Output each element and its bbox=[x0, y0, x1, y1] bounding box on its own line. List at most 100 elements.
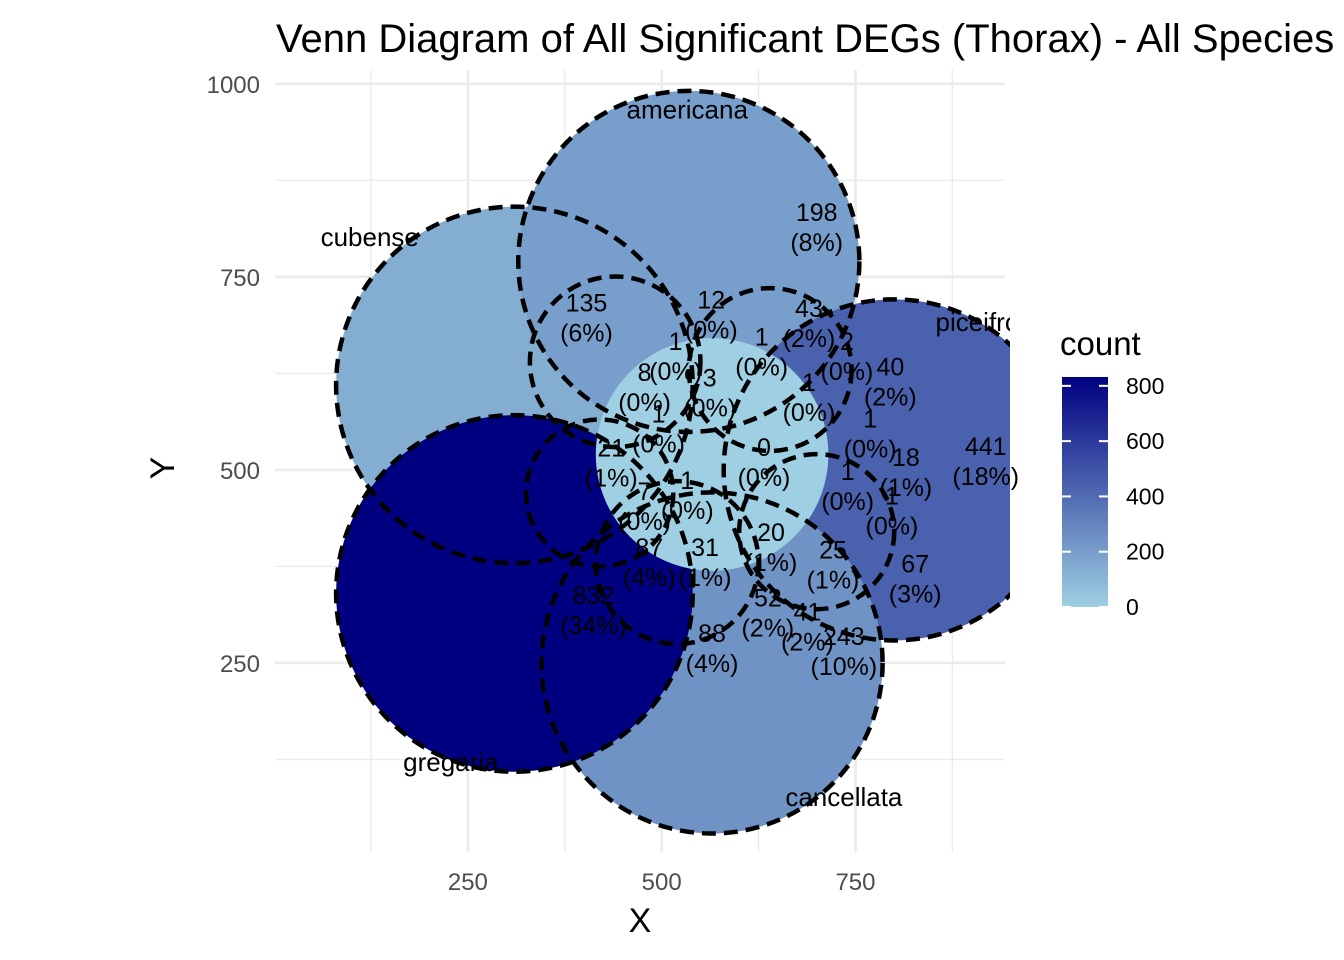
region-count: 1 bbox=[652, 401, 666, 429]
set-label-cancellata: cancellata bbox=[785, 782, 903, 812]
venn-outlines bbox=[333, 88, 1010, 836]
region-count: 12 bbox=[697, 286, 725, 314]
legend-tick-label: 800 bbox=[1126, 373, 1164, 399]
region-percent: (0%) bbox=[735, 353, 788, 381]
set-labels: cubense americana piceifrons cancellata greg… bbox=[321, 95, 1046, 812]
set-outline-cancellata bbox=[539, 490, 885, 836]
region-percent: (2%) bbox=[741, 614, 794, 642]
inner-petal-outline bbox=[593, 478, 761, 647]
region-label: 198(8%) bbox=[790, 199, 843, 257]
set-outline-piceifrons bbox=[721, 297, 1010, 643]
region-percent: (0%) bbox=[821, 358, 874, 386]
region-count: 1 bbox=[755, 323, 769, 351]
inner-petal-outline bbox=[523, 417, 676, 569]
region-percent: (10%) bbox=[811, 653, 878, 681]
region-label: 1(0%) bbox=[649, 328, 702, 386]
y-tick-label: 250 bbox=[220, 651, 260, 678]
y-tick-label: 1000 bbox=[207, 72, 260, 99]
region-percent: (2%) bbox=[864, 384, 917, 412]
region-percent: (0%) bbox=[649, 358, 702, 386]
region-percent: (18%) bbox=[952, 463, 1019, 491]
set-outline-gregaria bbox=[333, 412, 695, 774]
region-percent: (2%) bbox=[781, 628, 834, 656]
region-count: 7 bbox=[638, 478, 652, 506]
region-label: 2(0%) bbox=[821, 328, 874, 386]
region-label: 18(1%) bbox=[879, 444, 932, 502]
region-count: 31 bbox=[691, 534, 719, 562]
region-count: 1 bbox=[885, 483, 899, 511]
region-label: 1(0%) bbox=[844, 405, 897, 463]
legend: count 0 200 400 600 800 bbox=[1060, 325, 1164, 620]
region-count: 20 bbox=[757, 519, 785, 547]
region-count: 41 bbox=[794, 598, 822, 626]
region-label: 20(1%) bbox=[745, 519, 798, 577]
region-percent: (4%) bbox=[686, 650, 739, 678]
legend-tick-label: 0 bbox=[1126, 594, 1139, 620]
set-label-cubense: cubense bbox=[321, 222, 419, 252]
region-count: 1 bbox=[669, 328, 683, 356]
region-percent: (0%) bbox=[632, 431, 685, 459]
center-overlap bbox=[595, 338, 829, 571]
region-count: 21 bbox=[597, 435, 625, 463]
region-count: 43 bbox=[795, 295, 823, 323]
region-count: 0 bbox=[757, 434, 771, 462]
region-label: 67(3%) bbox=[889, 550, 942, 608]
region-percent: (1%) bbox=[745, 549, 798, 577]
region-percent: (1%) bbox=[807, 567, 860, 595]
region-label: 52(2%) bbox=[741, 584, 794, 642]
set-circle-gregaria bbox=[336, 415, 693, 772]
region-count: 67 bbox=[901, 550, 929, 578]
region-count: 1 bbox=[841, 458, 855, 486]
region-labels: 135(6%)198(8%)441(18%)243(10%)832(34%)12… bbox=[560, 199, 1019, 681]
region-label: 441(18%) bbox=[952, 433, 1019, 491]
region-percent: (6%) bbox=[560, 319, 613, 347]
x-tick-label: 750 bbox=[835, 869, 875, 896]
region-label: 1(0%) bbox=[783, 369, 836, 427]
region-percent: (8%) bbox=[790, 229, 843, 257]
region-label: 7(0%) bbox=[618, 478, 671, 536]
region-label: 3(0%) bbox=[683, 364, 736, 422]
region-percent: (0%) bbox=[844, 435, 897, 463]
region-count: 3 bbox=[703, 364, 717, 392]
x-axis-title: X bbox=[629, 902, 652, 940]
region-label: 12(0%) bbox=[685, 286, 738, 344]
inner-petal-outline bbox=[686, 285, 854, 454]
region-count: 8 bbox=[638, 359, 652, 387]
region-percent: (1%) bbox=[585, 465, 638, 493]
region-percent: (1%) bbox=[879, 474, 932, 502]
set-label-gregaria: gregaria bbox=[403, 747, 499, 777]
x-tick-label: 250 bbox=[448, 869, 488, 896]
region-count: 441 bbox=[965, 433, 1007, 461]
region-label: 88(4%) bbox=[686, 620, 739, 678]
y-tick-label: 500 bbox=[220, 458, 260, 485]
legend-ticks: 0 200 400 600 800 bbox=[1062, 373, 1164, 620]
region-percent: (0%) bbox=[821, 488, 874, 516]
region-percent: (0%) bbox=[618, 508, 671, 536]
set-outline-cubense bbox=[333, 204, 695, 566]
set-label-piceifrons: piceifrons bbox=[935, 307, 1046, 337]
legend-title: count bbox=[1060, 325, 1141, 362]
region-percent: (0%) bbox=[618, 389, 671, 417]
region-percent: (3%) bbox=[889, 580, 942, 608]
region-label: 832(34%) bbox=[560, 582, 627, 640]
set-outline-americana bbox=[516, 88, 862, 435]
region-percent: (0%) bbox=[738, 464, 791, 492]
region-label: 135(6%) bbox=[560, 289, 613, 347]
region-percent: (0%) bbox=[783, 399, 836, 427]
chart-title: Venn Diagram of All Significant DEGs (Th… bbox=[276, 17, 1334, 61]
region-count: 40 bbox=[876, 354, 904, 382]
region-count: 52 bbox=[754, 584, 782, 612]
region-label: 40(2%) bbox=[864, 354, 917, 412]
region-label: 87(4%) bbox=[623, 534, 676, 592]
region-label: 1(0%) bbox=[821, 458, 874, 516]
region-label: 31(1%) bbox=[679, 534, 732, 592]
region-label: 0(0%) bbox=[738, 434, 791, 492]
region-label: 43(2%) bbox=[783, 295, 836, 353]
legend-tick-label: 600 bbox=[1126, 428, 1164, 454]
region-label: 25(1%) bbox=[807, 537, 860, 595]
region-count: 25 bbox=[819, 537, 847, 565]
legend-tick-label: 400 bbox=[1126, 483, 1164, 509]
region-count: 135 bbox=[566, 289, 608, 317]
region-count: 18 bbox=[892, 444, 920, 472]
